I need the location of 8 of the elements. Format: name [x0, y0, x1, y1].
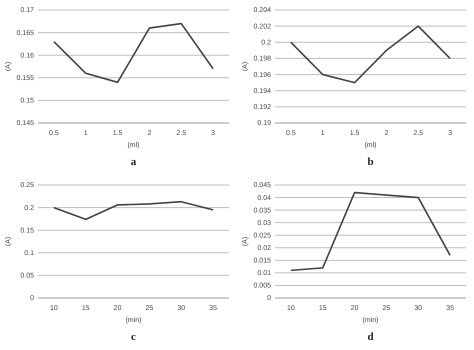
text: b — [367, 156, 374, 168]
line-series — [53, 22, 214, 84]
line-series — [290, 25, 451, 84]
line-series — [53, 200, 214, 220]
text: c — [131, 331, 136, 343]
text: d — [367, 331, 374, 343]
line-series — [290, 192, 451, 272]
text: a — [130, 156, 137, 168]
